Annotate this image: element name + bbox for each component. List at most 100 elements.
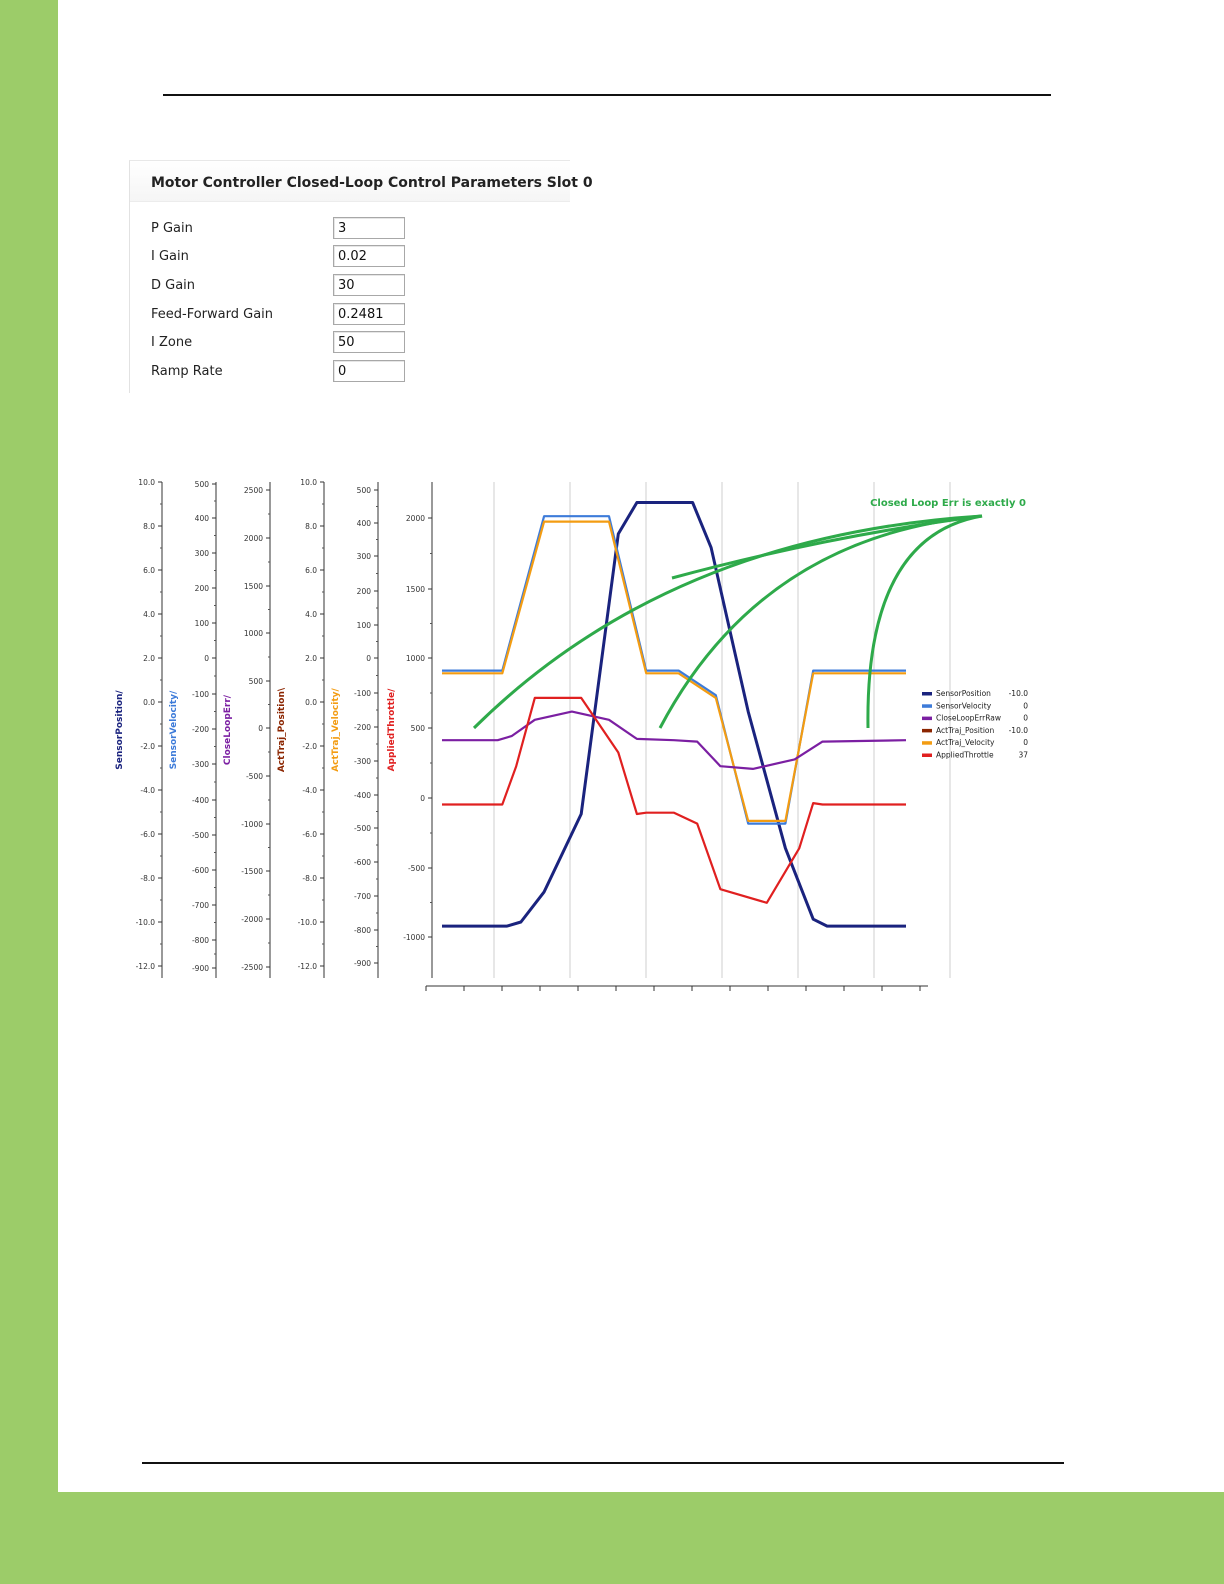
axis-tick-label: -2000 <box>241 915 263 924</box>
params-title: Motor Controller Closed-Loop Control Par… <box>151 175 593 191</box>
p-gain-input[interactable] <box>333 217 405 239</box>
axis-title: SensorVelocity/ <box>169 690 179 769</box>
axis-tick-label: -10.0 <box>136 918 156 927</box>
axis-tick-label: -400 <box>354 791 371 800</box>
legend-entry-value: 0 <box>1023 738 1028 747</box>
param-label: I Zone <box>151 335 193 350</box>
axis-tick-label: -2.0 <box>302 742 317 751</box>
series-line-appliedthrottle <box>442 696 906 904</box>
axis-tick-label: 200 <box>195 584 210 593</box>
legend-entry-name: SensorVelocity <box>936 701 992 710</box>
axis-tick-label: -600 <box>192 866 209 875</box>
i-gain-input[interactable] <box>333 245 405 267</box>
axis-title: ActTraj_Position\ <box>277 687 287 772</box>
legend-swatch <box>922 728 932 733</box>
axis-tick-label: 0.0 <box>143 698 155 707</box>
axis-tick-label: 1500 <box>406 585 425 594</box>
axis-tick-label: -6.0 <box>302 830 317 839</box>
axis-tick-label: -500 <box>192 831 209 840</box>
axis-tick-label: -900 <box>354 959 371 968</box>
i-zone-input[interactable] <box>333 331 405 353</box>
axis-tick-label: 0 <box>204 654 209 663</box>
annotation-arrow <box>866 514 983 729</box>
axis-tick-label: 100 <box>357 621 372 630</box>
chart-annotation: Closed Loop Err is exactly 0 <box>870 498 1026 509</box>
param-label: Ramp Rate <box>151 364 223 379</box>
param-row-i-zone: I Zone <box>151 330 571 356</box>
legend-swatch <box>922 716 932 721</box>
footer-rule <box>142 1462 1064 1464</box>
axis-tick-label: -4.0 <box>302 786 317 795</box>
axis-tick-label: 1000 <box>244 629 263 638</box>
axis-tick-label: 400 <box>195 514 210 523</box>
annotation-arrow <box>472 514 983 730</box>
feed-forward-gain-input[interactable] <box>333 303 405 325</box>
closed-loop-chart: 10.0 8.0 6.0 4.0 2.0 0.0 -2.0 -4.0 -6.0 -8.0 -10.0… <box>115 478 1029 991</box>
param-row-feed-forward-gain: Feed-Forward Gain <box>151 302 571 328</box>
axis-tick-label: 0 <box>258 724 263 733</box>
axis-tick-label: -400 <box>192 796 209 805</box>
axis-title: SensorPosition/ <box>115 690 125 770</box>
legend-entry-name: ActTraj_Position <box>936 726 995 735</box>
axis-tick-label: 300 <box>195 549 210 558</box>
axis-tick-label: -200 <box>192 725 209 734</box>
bottom-green-band <box>0 1492 1224 1584</box>
series-line-closelooperrraw <box>442 710 907 770</box>
param-row-d-gain: D Gain <box>151 273 571 299</box>
axis-tick-label: 10.0 <box>300 478 317 487</box>
axis-tick-label: 10.0 <box>138 478 155 487</box>
axis-tick-label: 2.0 <box>305 654 317 663</box>
axis-title: CloseLoopErr/ <box>223 694 233 765</box>
axis-tick-label: -12.0 <box>136 962 156 971</box>
series-line-sensorvelocity <box>442 515 906 825</box>
axis-tick-label: 2500 <box>244 486 263 495</box>
axis-tick-label: -500 <box>408 864 425 873</box>
header-rule <box>163 94 1051 96</box>
axis-tick-label: 500 <box>195 480 210 489</box>
legend-swatch <box>922 753 932 757</box>
param-row-ramp-rate: Ramp Rate <box>151 359 571 385</box>
axis-tick-label: -1000 <box>241 820 263 829</box>
axis-tick-label: -12.0 <box>298 962 318 971</box>
axis-tick-label: 300 <box>357 552 372 561</box>
legend-entry-value: -10.0 <box>1009 726 1029 735</box>
axis-tick-label: 0 <box>366 654 371 663</box>
axis-tick-label: 6.0 <box>143 566 155 575</box>
axis-tick-label: 500 <box>357 486 372 495</box>
series-line-acttraj_velocity <box>442 520 906 822</box>
param-row-p-gain: P Gain <box>151 216 571 242</box>
axis-tick-label: -900 <box>192 964 209 973</box>
legend-swatch <box>922 741 932 745</box>
axis-tick-label: 4.0 <box>305 610 317 619</box>
legend-swatch <box>922 692 932 696</box>
axis-tick-label: 2000 <box>406 514 425 523</box>
axis-tick-label: -500 <box>246 772 263 781</box>
param-label: Feed-Forward Gain <box>151 307 274 322</box>
axis-tick-label: -700 <box>354 892 371 901</box>
axis-tick-label: -200 <box>354 723 371 732</box>
axis-title: AppliedThrottle/ <box>387 688 397 772</box>
axis-tick-label: 6.0 <box>305 566 317 575</box>
axis-tick-label: 0.0 <box>305 698 317 707</box>
axis-tick-label: -1000 <box>403 933 425 942</box>
d-gain-input[interactable] <box>333 274 405 296</box>
axis-tick-label: -300 <box>192 760 209 769</box>
axis-tick-label: -6.0 <box>140 830 155 839</box>
axis-tick-label: 400 <box>357 519 372 528</box>
closed-loop-params-panel: Motor Controller Closed-Loop Control Par… <box>129 160 593 393</box>
axis-tick-label: 0 <box>420 794 425 803</box>
axis-tick-label: -100 <box>192 690 209 699</box>
axis-tick-label: 2.0 <box>143 654 155 663</box>
param-label: D Gain <box>151 278 196 293</box>
axis-tick-label: -2500 <box>241 963 263 972</box>
axis-tick-label: -10.0 <box>298 918 318 927</box>
legend-entry-name: SensorPosition <box>936 689 991 698</box>
axis-tick-label: -700 <box>192 901 209 910</box>
annotation-arrow <box>658 514 983 729</box>
legend-entry-name: AppliedThrottle <box>936 751 994 760</box>
left-green-band <box>0 0 58 1584</box>
ramp-rate-input[interactable] <box>333 360 405 382</box>
axis-tick-label: -800 <box>192 936 209 945</box>
axis-tick-label: 200 <box>357 587 372 596</box>
params-titlebar <box>130 161 570 202</box>
